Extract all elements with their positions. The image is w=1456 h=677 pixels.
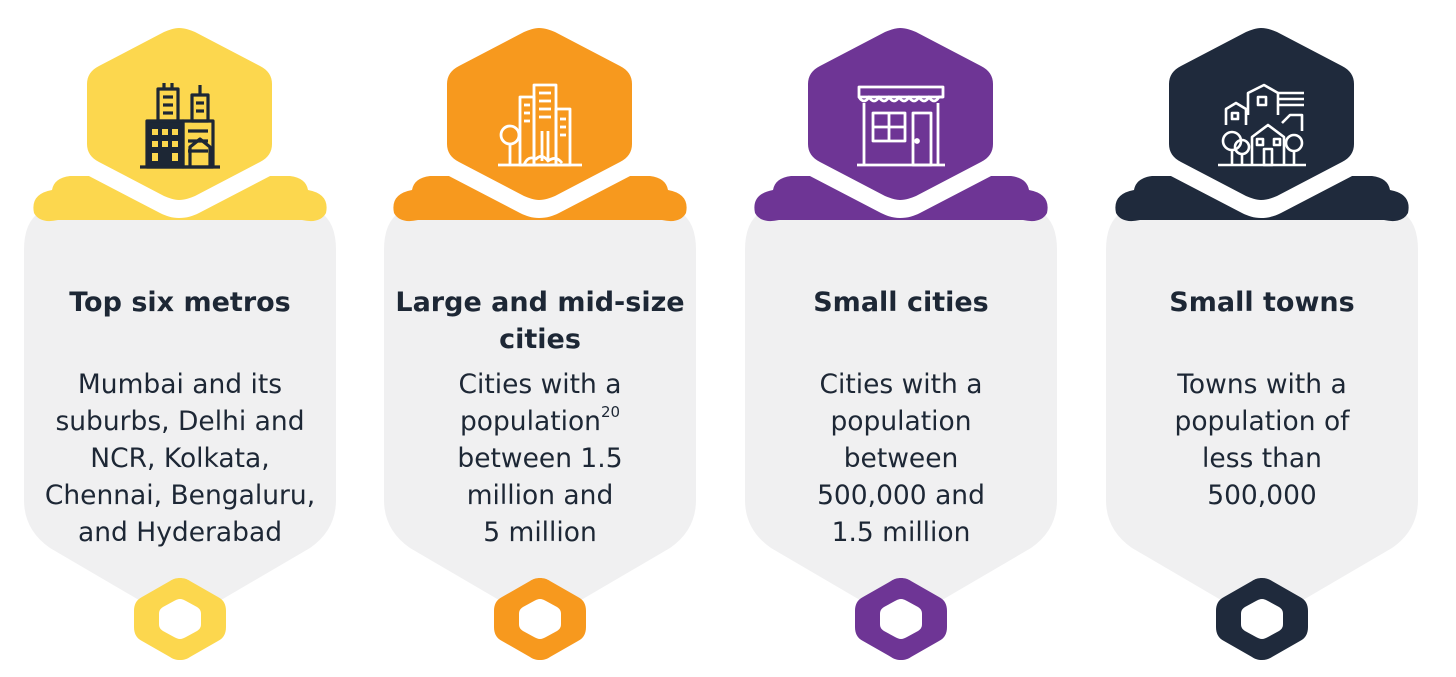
title-line: cities — [499, 324, 581, 355]
description-line: Cities with a — [458, 369, 622, 400]
storefront-icon — [851, 75, 951, 175]
description-line: Cities with a — [819, 369, 983, 400]
description-text: population — [459, 406, 601, 437]
description-line: between 1.5 — [457, 443, 623, 474]
segment-description: Mumbai and its suburbs, Delhi and NCR, K… — [30, 366, 330, 551]
segment-title: Large and mid-size cities — [390, 284, 690, 358]
description-line: and Hyderabad — [77, 517, 283, 548]
description-line: Towns with a — [1177, 369, 1347, 400]
description-line: 5 million — [483, 517, 597, 548]
description-line: population of — [1174, 406, 1350, 437]
card-background — [384, 10, 696, 660]
description-line: 500,000 and — [817, 480, 985, 511]
description-line: Chennai, Bengaluru, — [44, 480, 316, 511]
description-line: 500,000 — [1207, 480, 1317, 511]
title-line: Large and mid-size — [395, 287, 685, 318]
description-line: population20 — [390, 403, 690, 440]
segment-card-large-cities: Large and mid-size cities Cities with a … — [370, 0, 710, 677]
description-line: Mumbai and its — [77, 369, 283, 400]
segment-title: Small towns — [1112, 284, 1412, 321]
city-buildings-icon — [490, 75, 590, 175]
village-houses-icon — [1212, 75, 1312, 175]
segment-card-small-cities: Small cities Cities with a population be… — [731, 0, 1071, 677]
segment-description: Cities with a population between 500,000… — [751, 366, 1051, 551]
skyscrapers-icon — [130, 75, 230, 175]
description-line: suburbs, Delhi and — [55, 406, 305, 437]
segment-title: Small cities — [751, 284, 1051, 321]
description-line: NCR, Kolkata, — [90, 443, 270, 474]
title-line: Top six metros — [69, 287, 291, 318]
segment-card-top-metros: Top six metros Mumbai and its suburbs, D… — [10, 0, 350, 677]
card-background — [1106, 10, 1418, 660]
title-line: Small towns — [1169, 287, 1355, 318]
segment-description: Cities with a population20 between 1.5 m… — [390, 366, 690, 551]
segment-description: Towns with a population of less than 500… — [1112, 366, 1412, 514]
description-line: less than — [1202, 443, 1322, 474]
segment-card-small-towns: Small towns Towns with a population of l… — [1092, 0, 1432, 677]
segment-title: Top six metros — [30, 284, 330, 321]
description-line: population — [830, 406, 972, 437]
description-line: million and — [466, 480, 614, 511]
description-line: between — [843, 443, 959, 474]
description-line: 1.5 million — [831, 517, 971, 548]
footnote-marker: 20 — [600, 403, 621, 422]
title-line: Small cities — [813, 287, 989, 318]
